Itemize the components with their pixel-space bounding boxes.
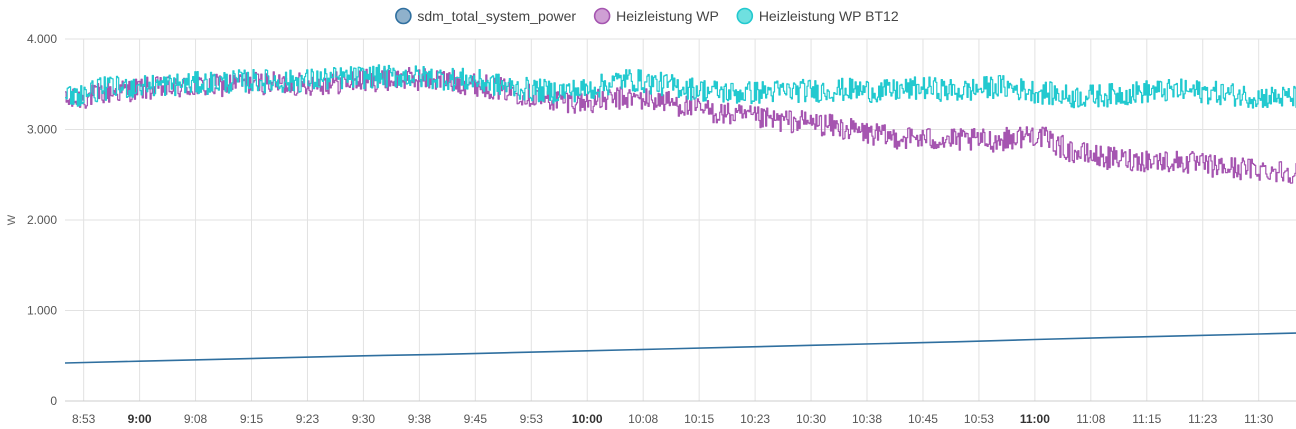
x-tick-label: 10:00 bbox=[572, 412, 603, 426]
x-tick-label: 11:30 bbox=[1244, 412, 1273, 426]
x-tick-label: 10:15 bbox=[684, 412, 714, 426]
legend-swatch bbox=[395, 7, 412, 25]
legend[interactable]: sdm_total_system_power Heizleistung WP Hei… bbox=[395, 7, 899, 25]
series-line-1 bbox=[65, 67, 1296, 184]
y-axis-title: W bbox=[6, 214, 18, 225]
y-axis: 0 1.000 2.000 3.000 4.000 bbox=[27, 32, 57, 408]
legend-item-1[interactable]: Heizleistung WP bbox=[593, 7, 719, 25]
series-layer bbox=[64, 64, 1296, 364]
y-tick-label: 2.000 bbox=[27, 213, 57, 227]
x-tick-label: 9:15 bbox=[240, 412, 264, 426]
x-tick-label: 10:45 bbox=[908, 412, 938, 426]
x-tick-label: 9:38 bbox=[408, 412, 432, 426]
x-tick-label: 10:38 bbox=[852, 412, 882, 426]
y-tick-label: 1.000 bbox=[27, 304, 57, 318]
legend-swatch bbox=[593, 7, 611, 25]
x-tick-label: 9:23 bbox=[296, 412, 320, 426]
y-tick-label: 4.000 bbox=[27, 32, 57, 46]
x-tick-label: 8:53 bbox=[72, 412, 96, 426]
series-line-2 bbox=[65, 64, 1296, 109]
x-tick-label: 11:08 bbox=[1076, 412, 1105, 426]
series-line-0 bbox=[64, 332, 1296, 364]
y-tick-label: 3.000 bbox=[27, 123, 57, 137]
x-tick-label: 9:00 bbox=[128, 412, 152, 426]
x-tick-label: 9:53 bbox=[520, 412, 544, 426]
legend-label: Heizleistung WP BT12 bbox=[759, 8, 899, 24]
legend-label: Heizleistung WP bbox=[616, 8, 719, 24]
x-tick-label: 11:15 bbox=[1132, 412, 1161, 426]
legend-item-0[interactable]: sdm_total_system_power bbox=[395, 7, 577, 25]
x-axis: 8:53 9:00 9:08 9:15 9:23 9:30 9:38 9:45 9:53 10:0… bbox=[72, 412, 1274, 426]
legend-item-2[interactable]: Heizleistung WP BT12 bbox=[736, 7, 899, 25]
x-tick-label: 10:08 bbox=[628, 412, 658, 426]
x-tick-label: 11:00 bbox=[1020, 412, 1050, 426]
x-tick-label: 9:45 bbox=[464, 412, 488, 426]
y-tick-label: 0 bbox=[50, 394, 57, 408]
x-tick-label: 9:08 bbox=[184, 412, 208, 426]
x-tick-label: 9:30 bbox=[352, 412, 376, 426]
x-tick-label: 10:53 bbox=[964, 412, 994, 426]
legend-swatch bbox=[736, 7, 754, 25]
x-tick-label: 10:23 bbox=[740, 412, 770, 426]
x-tick-label: 11:23 bbox=[1188, 412, 1217, 426]
legend-label: sdm_total_system_power bbox=[417, 8, 576, 24]
x-tick-label: 10:30 bbox=[796, 412, 826, 426]
